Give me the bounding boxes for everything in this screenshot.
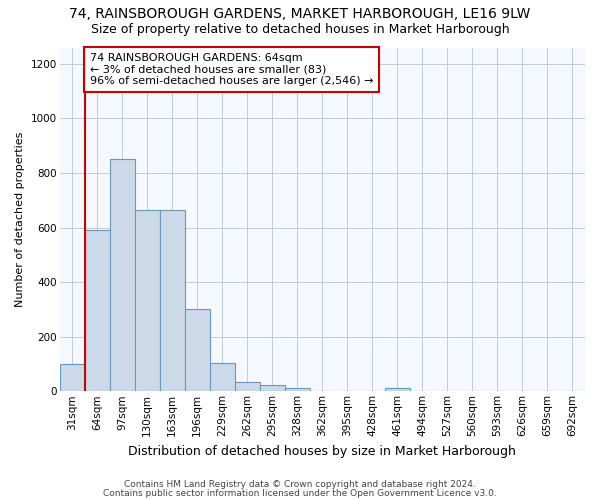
- Bar: [110, 160, 134, 392]
- Text: 74, RAINSBOROUGH GARDENS, MARKET HARBOROUGH, LE16 9LW: 74, RAINSBOROUGH GARDENS, MARKET HARBORO…: [70, 8, 530, 22]
- Bar: [160, 210, 185, 392]
- Bar: [59, 364, 85, 392]
- Bar: [285, 388, 310, 392]
- X-axis label: Distribution of detached houses by size in Market Harborough: Distribution of detached houses by size …: [128, 444, 516, 458]
- Bar: [210, 362, 235, 392]
- Text: Contains HM Land Registry data © Crown copyright and database right 2024.: Contains HM Land Registry data © Crown c…: [124, 480, 476, 489]
- Text: Contains public sector information licensed under the Open Government Licence v3: Contains public sector information licen…: [103, 488, 497, 498]
- Bar: [185, 310, 210, 392]
- Text: Size of property relative to detached houses in Market Harborough: Size of property relative to detached ho…: [91, 22, 509, 36]
- Bar: [85, 230, 110, 392]
- Bar: [260, 385, 285, 392]
- Bar: [235, 382, 260, 392]
- Y-axis label: Number of detached properties: Number of detached properties: [15, 132, 25, 307]
- Bar: [134, 210, 160, 392]
- Text: 74 RAINSBOROUGH GARDENS: 64sqm
← 3% of detached houses are smaller (83)
96% of s: 74 RAINSBOROUGH GARDENS: 64sqm ← 3% of d…: [89, 53, 373, 86]
- Bar: [385, 388, 410, 392]
